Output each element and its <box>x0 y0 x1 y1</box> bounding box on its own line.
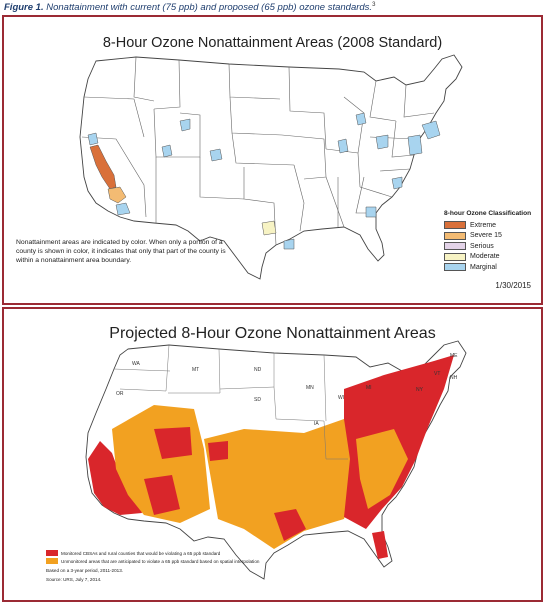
legend2-label: Unmonitored areas that are anticipated t… <box>61 558 260 564</box>
state-label-me: ME <box>450 353 458 359</box>
violation-regions-map2 <box>88 355 454 559</box>
legend-swatch <box>444 263 466 272</box>
legend-label: Marginal <box>470 263 497 271</box>
us-outline-map1 <box>79 54 463 280</box>
az-marginal-area <box>115 202 131 216</box>
state-label-ia: IA <box>314 421 319 427</box>
wy-marginal-area <box>179 118 191 132</box>
legend-label: Severe 15 <box>470 232 502 240</box>
nv-ut-violation-region <box>154 427 192 459</box>
legend-item-serious: Serious <box>444 241 542 252</box>
map1-legend: 8-hour Ozone Classification Extreme Seve… <box>444 210 542 273</box>
legend-item-moderate: Moderate <box>444 252 542 263</box>
legend-item-extreme: Extreme <box>444 220 542 231</box>
co-marginal-area <box>209 148 223 162</box>
legend2-swatch <box>46 558 58 564</box>
ca-extreme-area <box>89 144 117 190</box>
fl-violation-region <box>372 531 388 559</box>
state-label-mt: MT <box>192 367 199 373</box>
legend-swatch <box>444 252 466 261</box>
state-label-wi: WI <box>338 395 344 401</box>
map2-basis: Based on a 3-year period, 2011-2013. <box>46 568 124 573</box>
ut-marginal-area <box>161 144 173 158</box>
state-label-mn: MN <box>306 385 314 391</box>
legend-label: Extreme <box>470 221 497 229</box>
legend2-item-unmonitored: Unmonitored areas that are anticipated t… <box>46 557 366 565</box>
caption-footnote: 3 <box>372 2 376 8</box>
nonattainment-areas-map1 <box>87 112 441 250</box>
map1-legend-title: 8-hour Ozone Classification <box>444 210 532 217</box>
map2-source: Source: URS, July 7, 2014. <box>46 577 102 582</box>
figure-caption: Figure 1. Nonattainment with current (75… <box>4 2 545 16</box>
east-unmonitored-region <box>356 429 408 509</box>
tx-violation-region <box>274 509 306 541</box>
ca-marginal-area <box>87 132 99 146</box>
map2-title: Projected 8-Hour Ozone Nonattainment Are… <box>109 325 436 342</box>
legend2-swatch <box>46 550 58 556</box>
ne-corridor-marginal-area <box>407 134 423 156</box>
legend-swatch <box>444 231 466 240</box>
ca-severe-area <box>107 186 127 204</box>
legend-swatch <box>444 221 466 230</box>
projected-standard-map-panel: Projected 8-Hour Ozone Nonattainment Are… <box>2 307 543 602</box>
map1-svg <box>79 54 463 280</box>
state-label-vt: VT <box>434 371 440 377</box>
caption-label: Figure 1. <box>4 2 44 14</box>
state-labels-map2: WA OR MT ND MN SD IA ME NH VT NY MI WI <box>116 353 458 427</box>
il-marginal-area <box>337 138 349 154</box>
map2-svg: WA OR MT ND MN SD IA ME NH VT NY MI WI <box>85 340 467 580</box>
conus-outline <box>79 54 463 280</box>
legend2-item-monitored: Monitored CBSAs and rural counties that … <box>46 549 366 557</box>
ny-marginal-area <box>421 120 441 140</box>
map1-title: 8-Hour Ozone Nonattainment Areas (2008 S… <box>102 35 443 51</box>
nc-marginal-area <box>391 176 403 190</box>
oh-marginal-area <box>375 134 389 150</box>
legend2-label: Monitored CBSAs and rural counties that … <box>61 550 221 556</box>
state-label-or: OR <box>116 391 124 397</box>
co-violation-region <box>208 441 228 461</box>
map1-date: 1/30/2015 <box>495 281 531 290</box>
state-label-wa: WA <box>132 361 141 367</box>
map2-legend: Monitored CBSAs and rural counties that … <box>46 549 366 583</box>
caption-text: Nonattainment with current (75 ppb) and … <box>46 2 373 14</box>
state-label-sd: SD <box>254 397 261 403</box>
map1-note: Nonattainment areas are indicated by col… <box>16 239 226 264</box>
mi-marginal-area <box>355 112 367 126</box>
tx-moderate-area <box>261 220 277 236</box>
state-lines-map2 <box>113 344 348 460</box>
legend-item-severe-15: Severe 15 <box>444 231 542 242</box>
state-label-mi: MI <box>366 385 372 391</box>
legend-label: Moderate <box>470 253 500 261</box>
tx-marginal-area <box>283 238 295 250</box>
legend-swatch <box>444 242 466 251</box>
ga-marginal-area <box>365 206 377 218</box>
legend-label: Serious <box>470 242 494 250</box>
state-label-nd: ND <box>254 367 262 373</box>
current-standard-map-panel: 8-Hour Ozone Nonattainment Areas (2008 S… <box>2 15 543 305</box>
central-unmonitored-region <box>204 399 364 549</box>
ca-violation-region <box>88 441 142 515</box>
legend-item-marginal: Marginal <box>444 262 542 273</box>
az-violation-region <box>144 475 180 515</box>
state-label-ny: NY <box>416 387 424 393</box>
state-label-nh: NH <box>450 375 458 381</box>
